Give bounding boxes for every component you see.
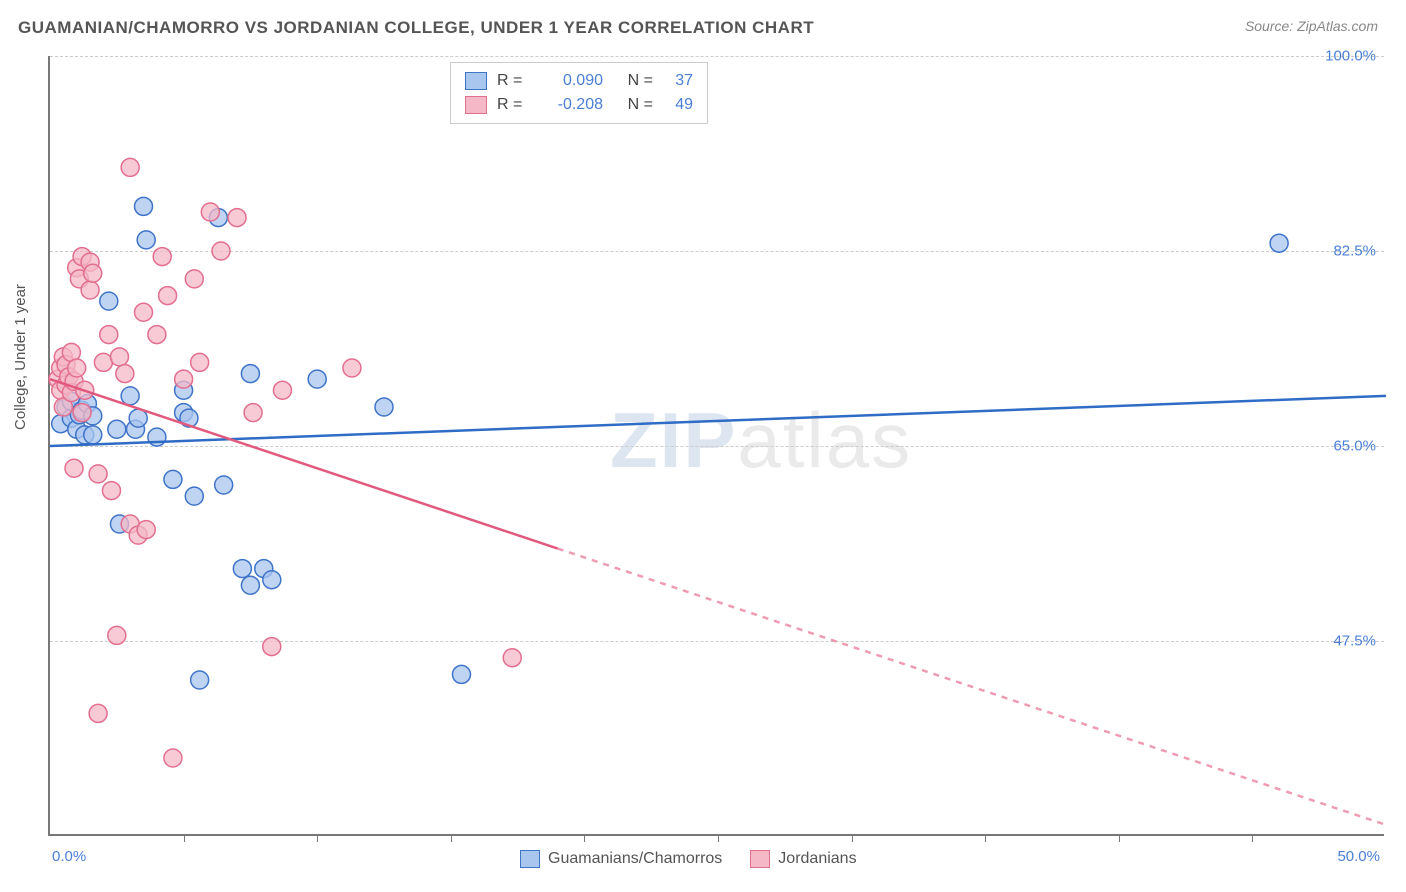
legend-r-label: R = [497,72,531,90]
jordanian-trend-dashed [558,549,1386,825]
jordanian-point [503,649,521,667]
legend-n-label: N = [613,96,653,114]
guamanian-point [215,476,233,494]
x-tick [718,834,719,842]
legend-swatch-jordanian [465,96,487,114]
guamanian-point [375,398,393,416]
jordanian-point [102,482,120,500]
guamanian-point [84,426,102,444]
x-tick [852,834,853,842]
guamanian-point [108,420,126,438]
jordanian-point [148,326,166,344]
series-label-guamanian: Guamanians/Chamorros [548,850,722,868]
y-axis-label: College, Under 1 year [12,284,29,430]
guamanian-point [1270,234,1288,252]
legend-r-label: R = [497,96,531,114]
jordanian-point [135,303,153,321]
jordanian-point [100,326,118,344]
plot-svg [50,56,1384,834]
legend-n-label: N = [613,72,653,90]
x-tick [985,834,986,842]
jordanian-point [81,281,99,299]
guamanian-point [241,576,259,594]
guamanian-point [137,231,155,249]
jordanian-point [212,242,230,260]
x-tick [1119,834,1120,842]
y-tick-label: 47.5% [1333,633,1376,650]
source-text: Source: ZipAtlas.com [1245,18,1378,34]
y-tick-label: 100.0% [1325,48,1376,65]
jordanian-point [89,465,107,483]
series-legend-item-guamanian: Guamanians/Chamorros [520,850,722,868]
legend-r-value-jordanian: -0.208 [541,96,603,114]
correlation-legend: R = 0.090 N = 37 R = -0.208 N = 49 [450,62,708,124]
legend-n-value-guamanian: 37 [663,72,693,90]
legend-r-value-guamanian: 0.090 [541,72,603,90]
guamanian-point [233,560,251,578]
y-tick-label: 82.5% [1333,243,1376,260]
jordanian-point [65,459,83,477]
legend-swatch-guamanian [465,72,487,90]
jordanian-point [116,365,134,383]
guamanian-point [164,470,182,488]
jordanian-point [153,248,171,266]
jordanian-point [94,353,112,371]
x-tick [317,834,318,842]
legend-row-guamanian: R = 0.090 N = 37 [465,69,693,93]
jordanian-point [263,638,281,656]
jordanian-point [175,370,193,388]
series-swatch-guamanian [520,850,540,868]
y-tick-label: 65.0% [1333,438,1376,455]
x-tick [184,834,185,842]
guamanian-point [135,197,153,215]
series-label-jordanian: Jordanians [778,850,856,868]
plot-area: ZIPatlas 47.5%65.0%82.5%100.0%0.0%50.0% [48,56,1384,836]
jordanian-point [191,353,209,371]
series-legend-item-jordanian: Jordanians [750,850,856,868]
jordanian-point [273,381,291,399]
jordanian-point [164,749,182,767]
x-tick-label: 50.0% [1337,848,1380,865]
jordanian-point [121,158,139,176]
guamanian-point [121,387,139,405]
series-swatch-jordanian [750,850,770,868]
guamanian-point [191,671,209,689]
series-legend: Guamanians/Chamorros Jordanians [520,850,857,868]
jordanian-point [108,626,126,644]
x-tick [584,834,585,842]
jordanian-point [68,359,86,377]
x-tick-label: 0.0% [52,848,86,865]
chart-page: GUAMANIAN/CHAMORRO VS JORDANIAN COLLEGE,… [0,0,1406,892]
guamanian-point [241,365,259,383]
jordanian-point [201,203,219,221]
x-tick [451,834,452,842]
x-tick [1252,834,1253,842]
jordanian-point [84,264,102,282]
guamanian-point [308,370,326,388]
jordanian-point [137,521,155,539]
guamanian-point [185,487,203,505]
jordanian-point [228,209,246,227]
guamanian-point [100,292,118,310]
jordanian-point [159,287,177,305]
guamanian-point [263,571,281,589]
legend-row-jordanian: R = -0.208 N = 49 [465,93,693,117]
jordanian-point [185,270,203,288]
jordanian-point [110,348,128,366]
jordanian-point [244,404,262,422]
legend-n-value-jordanian: 49 [663,96,693,114]
jordanian-point [343,359,361,377]
guamanian-point [452,665,470,683]
chart-title: GUAMANIAN/CHAMORRO VS JORDANIAN COLLEGE,… [18,18,814,38]
jordanian-point [73,404,91,422]
jordanian-point [89,704,107,722]
